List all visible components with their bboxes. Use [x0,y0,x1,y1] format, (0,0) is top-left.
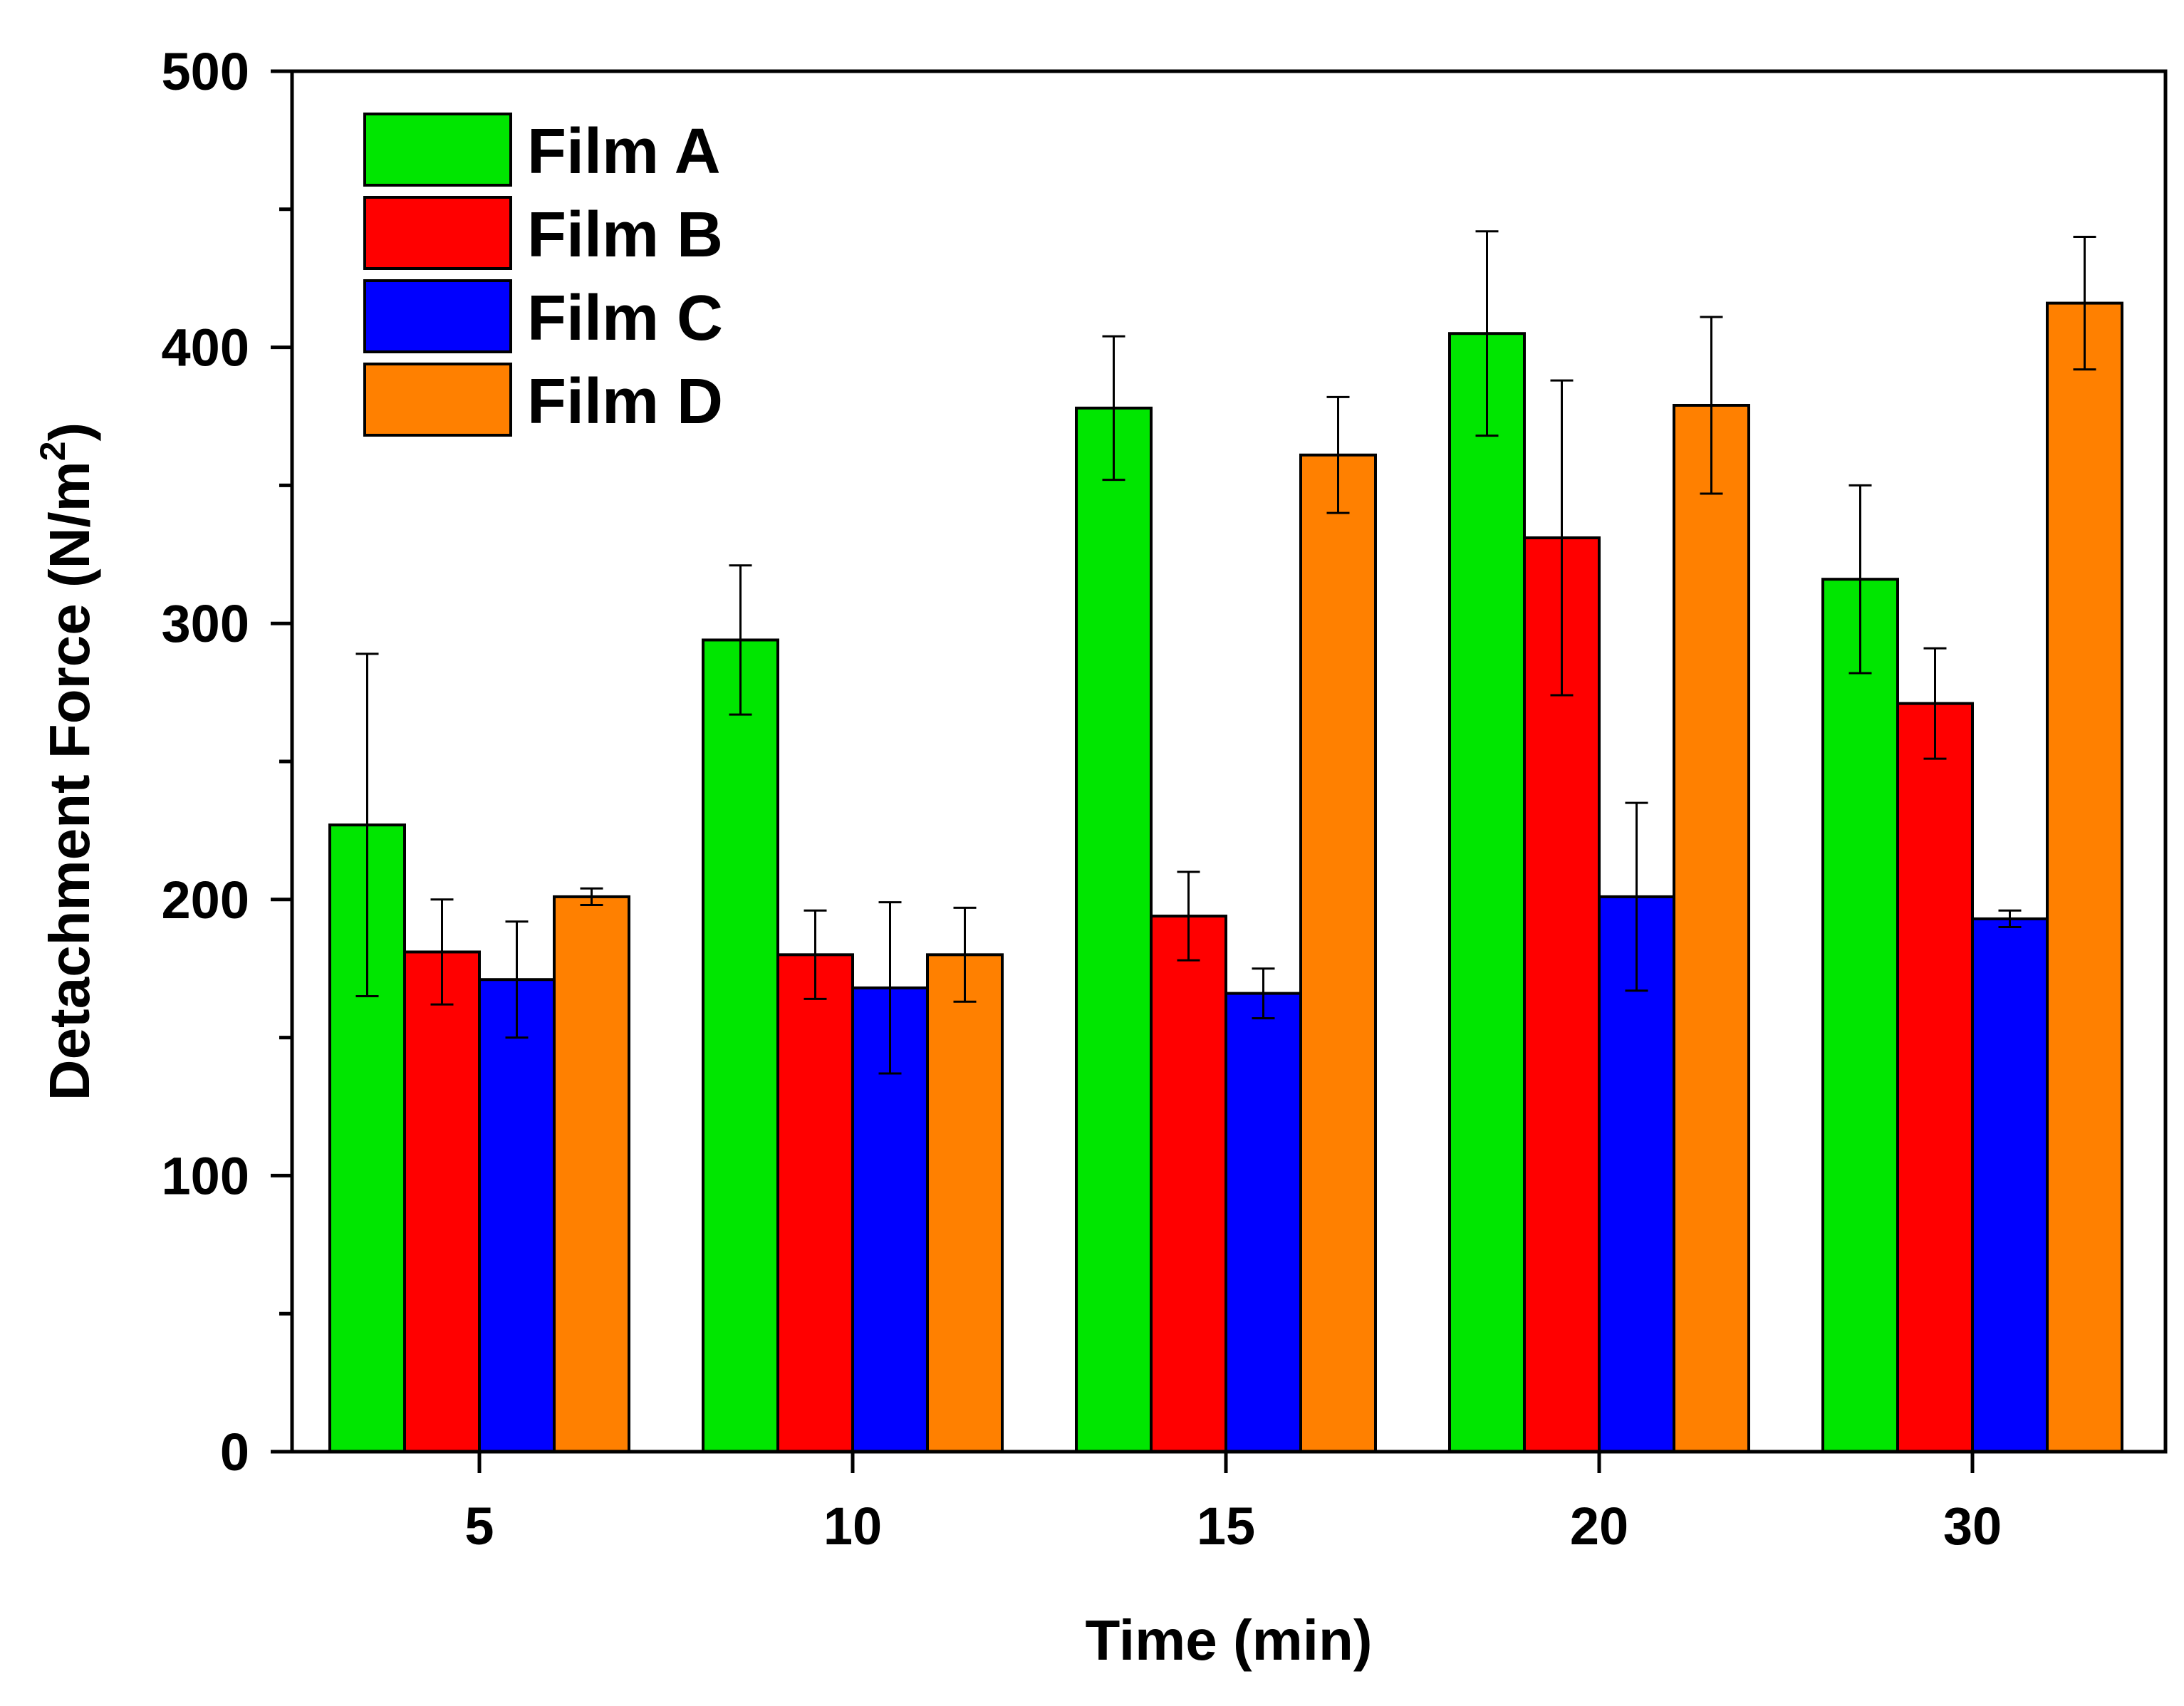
bar [478,978,556,1453]
x-axis: 5 10 15 20 30 [464,1452,2002,1556]
bar [776,953,854,1453]
y-axis: 0 100 200 300 400 500 [162,42,292,1482]
y-tick-label: 500 [162,42,249,101]
bar [926,953,1004,1453]
bars-layer [328,301,2123,1454]
bar [1075,406,1153,1454]
y-tick-label: 200 [162,870,249,930]
legend-swatch [363,113,512,187]
bar [403,950,481,1453]
bar [1971,917,2049,1453]
y-tick-label: 0 [220,1422,249,1482]
x-tick-label: 30 [1943,1497,2002,1556]
legend-swatch [363,196,512,270]
y-axis-title-superscript: 2 [33,441,73,461]
bar [1299,453,1377,1453]
legend-item: Film A [363,113,721,187]
legend-swatch [363,279,512,353]
bar [1673,403,1750,1453]
legend-label: Film C [527,283,723,354]
bar [1150,915,1227,1453]
y-axis-title-main: Detachment Force (N/m [38,461,101,1101]
bar [1224,992,1302,1453]
x-tick-label: 20 [1570,1497,1628,1556]
legend: Film A Film B Film C Film D [363,113,723,437]
legend-label: Film A [527,116,721,187]
bar [553,895,630,1453]
x-axis-title: Time (min) [1085,1608,1372,1672]
legend-item: Film C [363,279,723,354]
y-tick-label: 300 [162,594,249,653]
error-bars-layer [355,230,2096,1075]
x-tick-label: 15 [1197,1497,1255,1556]
bar [1448,332,1526,1454]
y-axis-title: Detachment Force (N/m2) [33,422,101,1101]
y-tick-label: 100 [162,1146,249,1205]
bar [1896,702,1974,1453]
legend-label: Film D [527,366,723,437]
legend-swatch [363,363,512,437]
y-axis-title-suffix: ) [38,422,101,442]
bar [2046,301,2123,1454]
x-tick-label: 5 [464,1497,494,1556]
legend-item: Film D [363,363,723,437]
legend-label: Film B [527,199,723,271]
bar [702,638,779,1453]
bar [1821,578,1899,1454]
y-tick-label: 400 [162,318,249,378]
x-tick-label: 10 [823,1497,882,1556]
legend-item: Film B [363,196,723,271]
